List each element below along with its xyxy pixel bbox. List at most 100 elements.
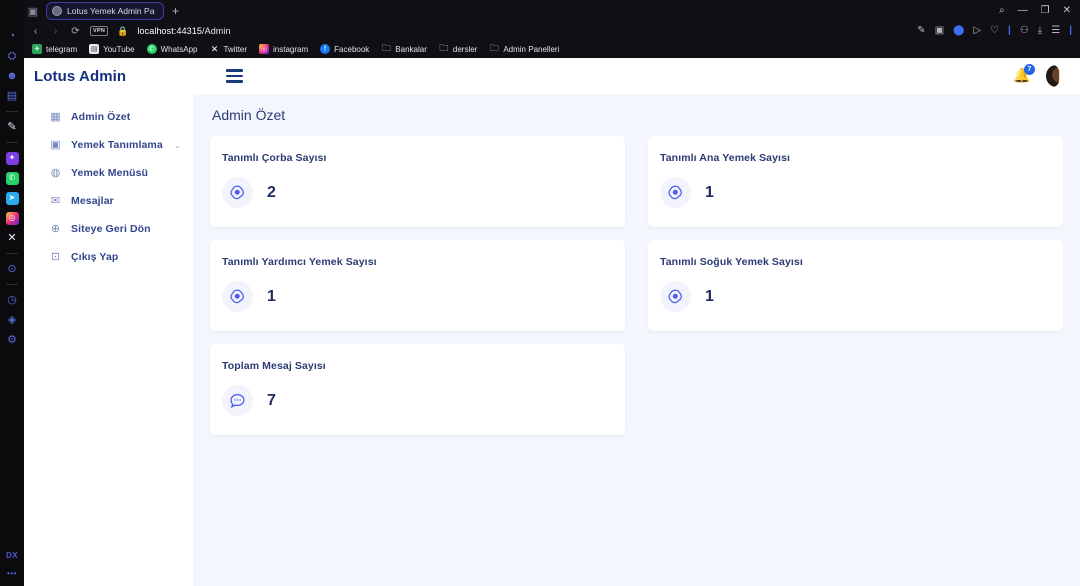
bookmark-instagram[interactable]: ◎ instagram — [259, 44, 308, 54]
bookmark-dersler[interactable]: 🗀 dersler — [439, 43, 478, 54]
tab-search-icon[interactable]: ▣ — [27, 5, 39, 18]
sidebar-item-cikis-yap[interactable]: ⊡ Çıkış Yap — [24, 243, 193, 271]
notifications-button[interactable]: 🔔 7 — [1013, 64, 1035, 85]
back-button[interactable]: ‹ — [33, 25, 38, 37]
rail-badge[interactable]: DX — [5, 551, 19, 560]
edit-icon[interactable]: ✎ — [917, 25, 926, 36]
sidebar-item-siteye-geri-don[interactable]: ⊕ Siteye Geri Dön — [24, 215, 193, 243]
egg-icon — [660, 177, 691, 208]
compass-icon[interactable]: ◈ — [7, 313, 17, 326]
bookmark-label: WhatsApp — [160, 44, 198, 54]
app-brand[interactable]: Lotus Admin — [34, 67, 127, 85]
main-content: Admin Özet Tanımlı Çorba Sayısı 2 — [193, 94, 1080, 586]
sidebar-item-yemek-tanimlama[interactable]: ▣ Yemek Tanımlama ⌄ — [24, 131, 193, 159]
address-bar[interactable]: ‹ › ⟳ VPN 🔒 localhost:44315/Admin ✎ ▣ ⬤ … — [24, 22, 1080, 40]
rail-more-icon[interactable]: ••• — [7, 569, 17, 578]
stat-card-soguk-yemek[interactable]: Tanımlı Soğuk Yemek Sayısı 1 — [648, 240, 1063, 331]
stat-card-corba[interactable]: Tanımlı Çorba Sayısı 2 — [210, 136, 625, 227]
chevron-down-icon[interactable]: ⌄ — [174, 140, 181, 150]
stat-card-value: 2 — [267, 183, 276, 201]
messenger-icon[interactable]: ✦ — [0, 148, 24, 168]
stat-card-row: 2 — [222, 177, 625, 208]
notification-badge: 7 — [1024, 64, 1035, 75]
play-icon[interactable]: ▷ — [973, 25, 982, 36]
gear-icon[interactable]: ⚙ — [7, 333, 17, 346]
bookmark-twitter[interactable]: ✕ Twitter — [209, 44, 247, 54]
search-icon[interactable]: ⌕ — [999, 5, 1005, 16]
stat-card-title: Toplam Mesaj Sayısı — [222, 360, 326, 372]
sidebar-item-label: Admin Özet — [71, 111, 131, 123]
bookmark-whatsapp[interactable]: ✆ WhatsApp — [146, 44, 198, 54]
bookmark-facebook[interactable]: f Facebook — [320, 44, 369, 54]
browser-tab[interactable]: Lotus Yemek Admin Pane — [46, 2, 164, 20]
tab-title: Lotus Yemek Admin Pane — [67, 6, 155, 16]
robot-icon[interactable]: ⛭ — [7, 49, 17, 62]
telegram-icon[interactable]: ➤ — [0, 188, 24, 208]
forward-button[interactable]: › — [53, 25, 58, 37]
app-sidebar: ▦ Admin Özet ▣ Yemek Tanımlama ⌄ ◍ Yemek… — [24, 94, 193, 586]
bookmark-youtube[interactable]: ▤ YouTube — [89, 44, 135, 54]
minimize-button[interactable]: — — [1017, 5, 1028, 16]
url-path: /Admin — [202, 26, 231, 36]
rail-divider — [6, 253, 18, 254]
stat-card-row: 1 — [222, 281, 625, 312]
chat-icon[interactable]: ☻ — [6, 69, 18, 82]
rail-divider — [6, 142, 18, 143]
app-header: Lotus Admin 🔔 7 — [24, 58, 1080, 94]
reload-button[interactable]: ⟳ — [71, 25, 80, 37]
bookmark-label: telegram — [46, 44, 78, 54]
clock-icon[interactable]: ◷ — [7, 293, 17, 306]
profile-icon[interactable]: ⚇ — [1019, 25, 1029, 36]
menu-icon[interactable]: ☰ — [1051, 25, 1061, 36]
egg-icon — [222, 281, 253, 312]
camera-icon[interactable]: ▣ — [934, 25, 945, 36]
play-icon[interactable]: ⊙ — [7, 262, 17, 275]
bookmark-label: YouTube — [103, 44, 135, 54]
food-bag-icon: ▣ — [50, 138, 61, 151]
stat-card-title: Tanımlı Çorba Sayısı — [222, 152, 327, 164]
stat-card-toplam-mesaj[interactable]: Toplam Mesaj Sayısı 7 — [210, 344, 625, 435]
close-button[interactable]: ✕ — [1062, 5, 1071, 16]
sidebar-item-label: Yemek Menüsü — [71, 167, 149, 179]
bookmark-bankalar[interactable]: 🗀 Bankalar — [381, 43, 427, 54]
maximize-button[interactable]: ❐ — [1040, 5, 1050, 16]
new-tab-button[interactable]: + — [172, 4, 180, 18]
pen-icon[interactable]: ✎ — [7, 120, 17, 133]
globe-icon: ⊕ — [50, 222, 61, 235]
whatsapp-icon[interactable]: ✆ — [0, 168, 24, 188]
sidebar-item-admin-ozet[interactable]: ▦ Admin Özet — [24, 103, 193, 131]
stat-card-title: Tanımlı Soğuk Yemek Sayısı — [660, 256, 803, 268]
sidebar-item-yemek-menusu[interactable]: ◍ Yemek Menüsü — [24, 159, 193, 187]
stat-card-yardimci-yemek[interactable]: Tanımlı Yardımcı Yemek Sayısı 1 — [210, 240, 625, 331]
inbox-icon[interactable]: ▤ — [6, 89, 18, 102]
shield-icon[interactable]: ⬤ — [953, 25, 965, 36]
sidebar-item-mesajlar[interactable]: ✉ Mesajlar — [24, 187, 193, 215]
bookmark-label: Facebook — [334, 44, 370, 54]
stat-card-value: 7 — [267, 391, 276, 409]
stat-card-row: 1 — [660, 177, 1063, 208]
stat-card-value: 1 — [705, 287, 714, 305]
bookmark-label: dersler — [452, 44, 478, 54]
stat-card-row: 7 — [222, 385, 625, 416]
browser-side-rail[interactable]: ◔ ⛭ ☻ ▤ ✎ ✦ ✆ ➤ ◎ ✕ ⊙ ◷ ◈ ⚙ DX ••• — [0, 0, 24, 586]
history-icon[interactable]: ◔ — [8, 29, 16, 42]
bookmark-admin-panelleri[interactable]: 🗀 Admin Panelleri — [489, 43, 560, 54]
stat-card-ana-yemek[interactable]: Tanımlı Ana Yemek Sayısı 1 — [648, 136, 1063, 227]
instagram-icon[interactable]: ◎ — [0, 208, 24, 228]
hamburger-icon[interactable] — [226, 69, 244, 83]
url-text[interactable]: localhost:44315/Admin — [137, 26, 230, 36]
rail-bottom-group[interactable]: DX ••• — [0, 551, 24, 578]
sidebar-item-label: Siteye Geri Dön — [71, 223, 151, 235]
avatar[interactable] — [1046, 65, 1060, 87]
download-icon[interactable]: ⤓ — [1037, 25, 1043, 36]
rail-divider — [6, 284, 18, 285]
bookmark-telegram[interactable]: ✈ telegram — [32, 44, 77, 54]
heart-icon[interactable]: ♡ — [990, 25, 1000, 36]
vpn-badge[interactable]: VPN — [90, 26, 109, 36]
sidebar-item-label: Mesajlar — [71, 195, 114, 207]
x-icon[interactable]: ✕ — [7, 231, 17, 244]
chat-bubble-icon — [222, 385, 253, 416]
toolbar-divider: | — [1008, 25, 1011, 36]
rail-divider — [6, 111, 18, 112]
